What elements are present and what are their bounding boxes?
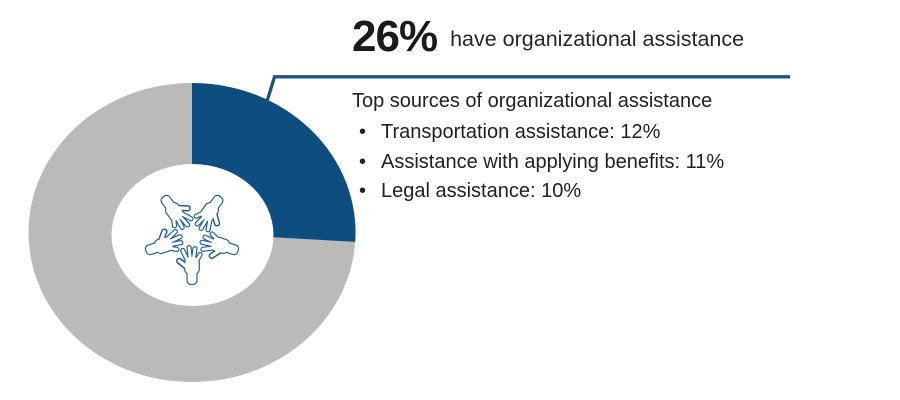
stat-label: have organizational assistance — [450, 26, 745, 51]
details-title: Top sources of organizational assistance — [352, 90, 713, 112]
callout-details: Top sources of organizational assistance… — [352, 88, 724, 207]
donut-hole — [111, 164, 274, 306]
list-item-text: Legal assistance: 10% — [381, 180, 582, 202]
list-item: Transportation assistance: 12% — [352, 118, 724, 148]
list-item-text: Transportation assistance: 12% — [381, 121, 661, 143]
headline: 26% have organizational assistance — [352, 15, 744, 59]
top-sources-list: Transportation assistance: 12% Assistanc… — [352, 118, 724, 207]
list-item: Legal assistance: 10% — [352, 177, 724, 207]
list-item-text: Assistance with applying benefits: 11% — [381, 150, 725, 173]
callout-connector-line — [264, 75, 790, 104]
list-item: Assistance with applying benefits: 11% — [352, 148, 724, 178]
stat-value: 26% — [352, 12, 438, 61]
